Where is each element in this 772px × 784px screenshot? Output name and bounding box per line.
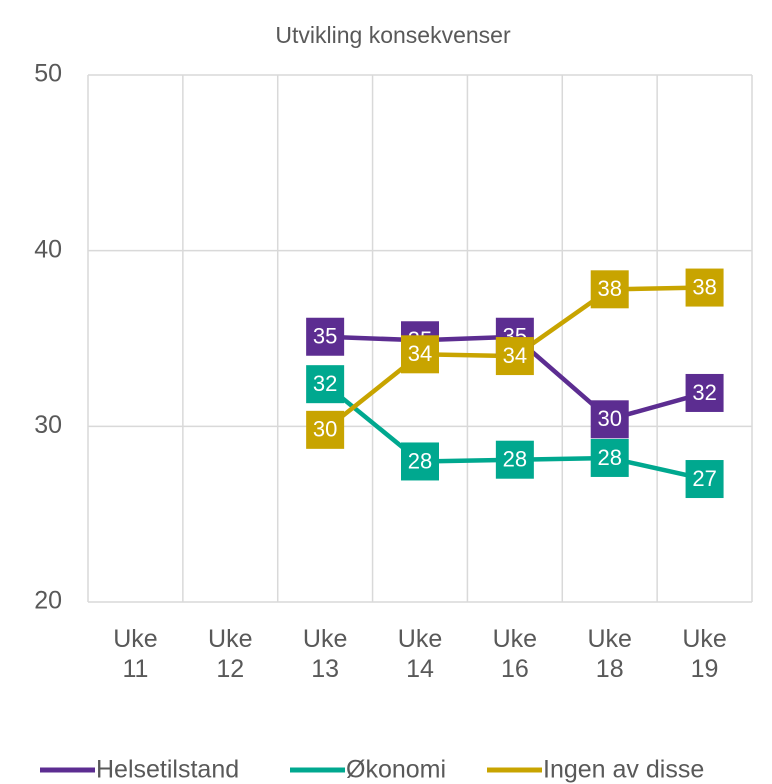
- y-tick-label: 50: [34, 60, 62, 88]
- y-tick-label: 30: [34, 411, 62, 439]
- x-tick-label: Uke 16: [492, 625, 538, 683]
- data-label: 34: [503, 343, 527, 368]
- point-marker: [590, 438, 629, 477]
- x-tick-label: Uke 18: [587, 625, 632, 683]
- point-marker: [401, 442, 439, 481]
- point-marker: [685, 460, 724, 499]
- point-marker: [306, 410, 345, 449]
- point-marker: [306, 365, 345, 404]
- point-marker: [685, 268, 724, 307]
- point-marker: [495, 337, 534, 376]
- data-label: 32: [692, 380, 716, 405]
- x-tick-label: Uke 13: [302, 625, 348, 683]
- legend-label: Helsetilstand: [96, 756, 239, 784]
- data-label: 30: [597, 406, 621, 431]
- y-tick-label: 40: [34, 235, 62, 263]
- x-tick-label: Uke 14: [397, 625, 443, 683]
- x-tick-label: Uke 11: [113, 625, 158, 683]
- data-label: 30: [313, 417, 337, 442]
- legend-label: Ingen av disse: [543, 756, 704, 784]
- data-label: 28: [503, 447, 527, 472]
- data-label: 32: [313, 371, 337, 396]
- y-tick-label: 20: [34, 587, 62, 615]
- x-tick-label: Uke 19: [682, 625, 727, 683]
- chart-title: Utvikling konsekvenser: [275, 22, 511, 48]
- data-label: 27: [692, 466, 716, 491]
- data-label: 28: [408, 448, 432, 473]
- point-marker: [685, 373, 724, 412]
- data-label: 38: [597, 276, 621, 301]
- point-marker: [590, 270, 629, 309]
- data-label: 28: [597, 445, 621, 470]
- data-label: 35: [313, 324, 337, 349]
- point-marker: [495, 440, 534, 479]
- point-marker: [590, 400, 629, 439]
- point-marker: [306, 317, 345, 356]
- data-label: 34: [408, 341, 432, 366]
- data-label: 38: [692, 274, 716, 299]
- x-tick-label: Uke 12: [208, 625, 253, 683]
- point-marker: [401, 335, 439, 374]
- legend-label: Økonomi: [346, 756, 446, 784]
